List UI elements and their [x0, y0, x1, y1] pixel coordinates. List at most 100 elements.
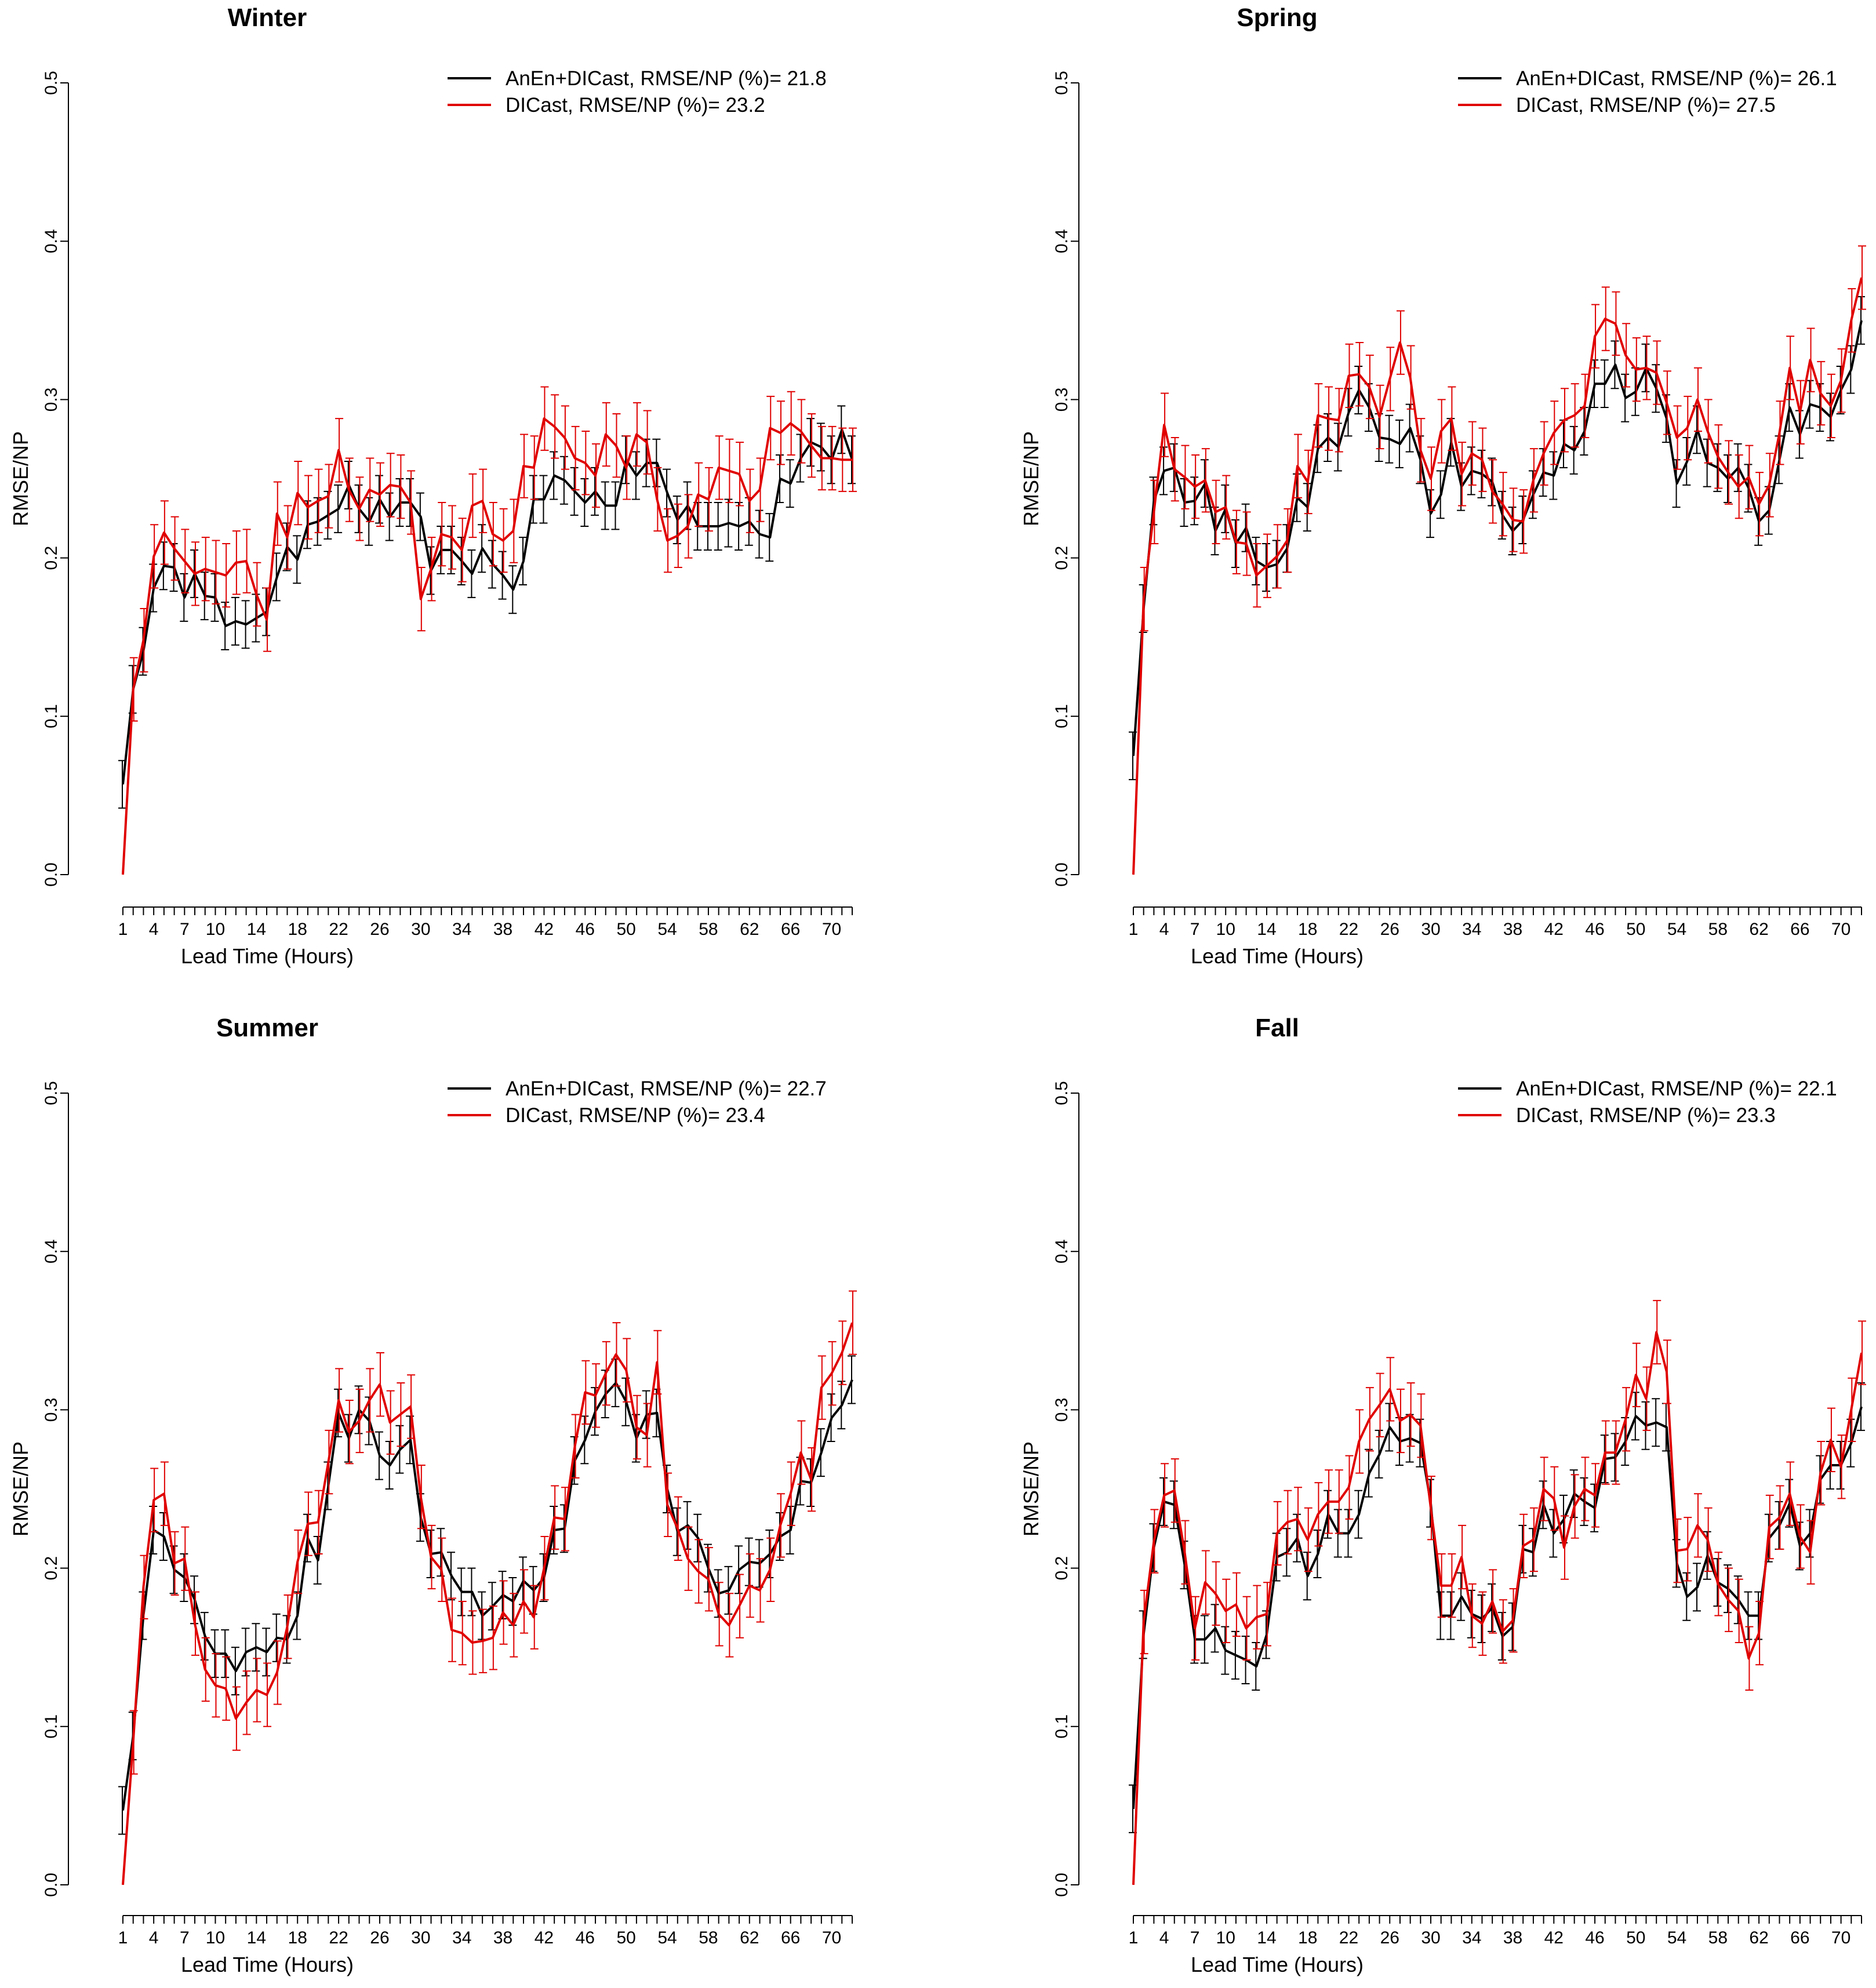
- y-tick-label: 0.4: [1052, 1239, 1071, 1264]
- x-tick-label: 70: [822, 920, 841, 939]
- x-tick-label: 62: [1749, 920, 1768, 939]
- x-tick-label: 18: [1298, 920, 1317, 939]
- x-tick-label: 1: [1129, 920, 1139, 939]
- legend-entry: AnEn+DICast, RMSE/NP (%)= 22.7: [506, 1077, 827, 1100]
- y-axis-label: RMSE/NP: [1019, 431, 1043, 526]
- error-bar: [1858, 1320, 1866, 1385]
- x-tick-label: 14: [1257, 1928, 1276, 1947]
- x-tick-label: 22: [1339, 920, 1358, 939]
- y-tick-label: 0.1: [42, 1714, 61, 1739]
- x-tick-label: 54: [1667, 1928, 1686, 1947]
- x-tick-label: 30: [411, 1928, 430, 1947]
- chart-title: Fall: [1255, 1014, 1299, 1042]
- x-tick-label: 1: [1129, 1928, 1139, 1947]
- y-tick-label: 0.0: [1052, 862, 1071, 887]
- x-tick-label: 30: [1421, 1928, 1440, 1947]
- x-tick-label: 34: [452, 1928, 471, 1947]
- x-tick-label: 34: [1462, 1928, 1481, 1947]
- x-tick-label: 14: [247, 920, 266, 939]
- x-tick-label: 26: [370, 920, 389, 939]
- y-axis-label: RMSE/NP: [9, 431, 32, 526]
- legend-entry: DICast, RMSE/NP (%)= 23.4: [506, 1104, 765, 1127]
- x-tick-label: 30: [411, 920, 430, 939]
- series-dicast: [122, 1290, 857, 1885]
- x-tick-label: 62: [1749, 1928, 1768, 1947]
- x-tick-label: 10: [206, 1928, 225, 1947]
- x-tick-label: 46: [1585, 920, 1604, 939]
- x-tick-label: 46: [576, 1928, 595, 1947]
- x-tick-label: 22: [329, 920, 348, 939]
- x-tick-label: 66: [781, 920, 800, 939]
- x-tick-label: 50: [617, 1928, 636, 1947]
- x-axis-label: Lead Time (Hours): [1191, 1953, 1364, 1976]
- y-tick-label: 0.3: [1052, 388, 1071, 412]
- legend-entry: DICast, RMSE/NP (%)= 27.5: [1516, 94, 1776, 116]
- x-tick-label: 38: [1503, 920, 1522, 939]
- series-line: [1132, 277, 1863, 875]
- y-tick-label: 0.0: [42, 862, 61, 887]
- x-tick-label: 46: [576, 920, 595, 939]
- x-tick-label: 7: [1190, 920, 1200, 939]
- x-tick-label: 34: [452, 920, 471, 939]
- y-tick-label: 0.4: [42, 229, 61, 253]
- x-tick-label: 26: [1380, 1928, 1399, 1947]
- series-line: [122, 428, 853, 785]
- x-tick-label: 10: [1216, 920, 1235, 939]
- x-tick-label: 22: [329, 1928, 348, 1947]
- x-tick-label: 38: [1503, 1928, 1522, 1947]
- x-tick-label: 70: [822, 1928, 841, 1947]
- x-tick-label: 4: [149, 1928, 159, 1947]
- x-tick-label: 66: [781, 1928, 800, 1947]
- legend-entry: AnEn+DICast, RMSE/NP (%)= 21.8: [506, 67, 827, 90]
- x-tick-label: 54: [657, 1928, 677, 1947]
- y-tick-label: 0.5: [1052, 71, 1071, 95]
- chart-title: Spring: [1237, 3, 1317, 32]
- x-tick-label: 70: [1831, 920, 1850, 939]
- x-tick-label: 66: [1790, 920, 1809, 939]
- x-tick-label: 10: [206, 920, 225, 939]
- y-tick-label: 0.2: [42, 1556, 61, 1581]
- legend-entry: DICast, RMSE/NP (%)= 23.3: [1516, 1104, 1776, 1127]
- y-tick-label: 0.5: [42, 71, 61, 95]
- series-anen-dicast: [1129, 1382, 1865, 1833]
- x-tick-label: 7: [1190, 1928, 1200, 1947]
- x-tick-label: 10: [1216, 1928, 1235, 1947]
- x-tick-label: 66: [1790, 1928, 1809, 1947]
- y-tick-label: 0.5: [1052, 1081, 1071, 1105]
- error-bar: [849, 1290, 857, 1355]
- x-tick-label: 42: [1544, 920, 1564, 939]
- y-axis-label: RMSE/NP: [9, 1441, 32, 1536]
- x-tick-label: 22: [1339, 1928, 1358, 1947]
- x-tick-label: 18: [288, 1928, 307, 1947]
- y-tick-label: 0.4: [42, 1239, 61, 1264]
- series-anen-dicast: [1129, 296, 1865, 781]
- series-line: [122, 417, 852, 875]
- x-tick-label: 4: [1159, 1928, 1169, 1947]
- series-line: [122, 1322, 853, 1885]
- x-tick-label: 70: [1831, 1928, 1850, 1947]
- x-tick-label: 42: [535, 920, 554, 939]
- x-tick-label: 58: [699, 1928, 718, 1947]
- legend-entry: AnEn+DICast, RMSE/NP (%)= 22.1: [1516, 1077, 1837, 1100]
- x-axis-label: Lead Time (Hours): [1191, 944, 1364, 968]
- error-bar: [849, 427, 857, 492]
- y-tick-label: 0.0: [42, 1873, 61, 1897]
- chart-title: Winter: [228, 3, 307, 32]
- x-tick-label: 1: [118, 920, 128, 939]
- x-tick-label: 7: [180, 1928, 190, 1947]
- x-tick-label: 62: [740, 920, 759, 939]
- x-tick-label: 4: [1159, 920, 1169, 939]
- y-tick-label: 0.1: [42, 704, 61, 729]
- x-tick-label: 26: [370, 1928, 389, 1947]
- x-axis-label: Lead Time (Hours): [181, 944, 354, 968]
- y-tick-label: 0.2: [1052, 1556, 1071, 1581]
- y-tick-label: 0.2: [1052, 546, 1071, 570]
- series-line: [1132, 1406, 1863, 1809]
- y-tick-label: 0.1: [1052, 704, 1071, 729]
- x-tick-label: 18: [288, 920, 307, 939]
- series-line: [122, 1379, 853, 1811]
- x-tick-label: 58: [699, 920, 718, 939]
